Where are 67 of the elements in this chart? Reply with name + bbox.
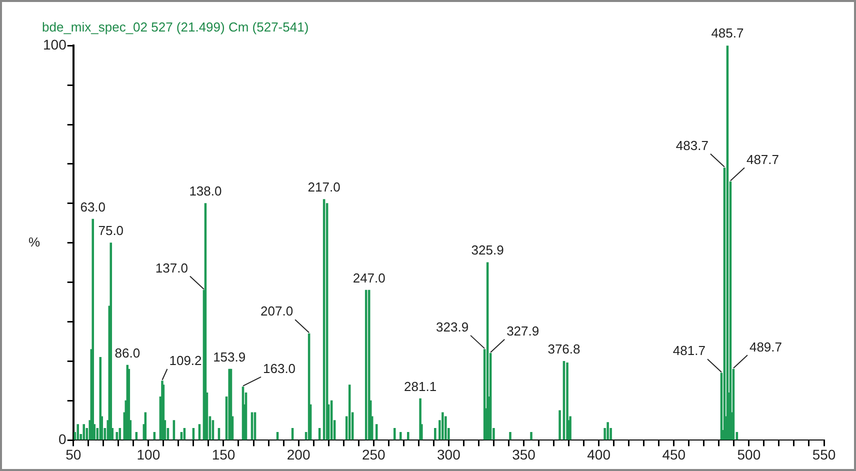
bar: [218, 428, 220, 440]
annotation: 163.0: [263, 361, 296, 376]
annotation: 75.0: [98, 222, 124, 238]
bar: [92, 218, 94, 440]
annotation: 247.0: [352, 270, 386, 286]
annotation: 281.1: [404, 378, 437, 394]
annotation: 483.7: [676, 138, 708, 154]
bar: [212, 420, 214, 440]
bar: [192, 428, 195, 440]
annotation: 138.0: [189, 184, 222, 199]
x-tick-label: 550: [812, 446, 836, 462]
bar: [82, 424, 85, 440]
bar: [153, 432, 156, 440]
annotation: 325.9: [471, 242, 504, 258]
chart-title: bde_mix_spec_02 527 (21.499) Cm (527-541): [42, 19, 309, 34]
bar: [144, 412, 147, 440]
bar: [509, 432, 512, 440]
annotation: 207.0: [260, 304, 294, 319]
bar: [394, 428, 396, 440]
bar: [180, 432, 183, 440]
bar: [318, 428, 321, 440]
bar: [375, 424, 378, 440]
bar: [606, 422, 609, 440]
bar: [116, 432, 118, 440]
annotation: 487.7: [746, 152, 780, 167]
x-tick-label: 100: [136, 446, 160, 462]
x-tick-label: 250: [362, 446, 386, 462]
annotation: 86.0: [114, 345, 140, 360]
x-tick-label: 300: [437, 446, 461, 462]
bar: [558, 410, 561, 440]
bar: [442, 412, 444, 440]
bar: [276, 432, 279, 440]
y-tick-label: 0: [58, 431, 67, 448]
annotation: 327.9: [506, 323, 540, 338]
annotation: 153.9: [213, 349, 246, 364]
x-tick-label: 400: [587, 446, 611, 462]
x-tick-label: 200: [286, 446, 310, 462]
bar: [135, 432, 138, 440]
bar: [566, 362, 568, 440]
annotation: 323.9: [436, 320, 469, 335]
annotation: 137.0: [155, 260, 188, 276]
bar: [530, 432, 532, 440]
annotation: 376.8: [548, 341, 580, 356]
annotation: 481.7: [672, 343, 706, 358]
bar: [76, 424, 79, 440]
bar: [444, 416, 447, 440]
bar: [407, 432, 410, 440]
x-tick-label: 150: [212, 446, 236, 462]
bar: [254, 412, 256, 440]
annotation: 63.0: [80, 199, 106, 214]
annotation: 217.0: [308, 180, 340, 195]
bar: [198, 424, 201, 440]
annotation: 485.7: [711, 26, 744, 41]
bar: [291, 428, 294, 440]
bar: [250, 412, 254, 440]
x-tick-label: 500: [737, 446, 761, 462]
bar: [118, 428, 122, 440]
bar: [434, 428, 436, 440]
bar: [400, 432, 402, 440]
bar: [183, 428, 186, 440]
x-tick-label: 350: [512, 446, 536, 462]
x-tick-label: 450: [662, 446, 686, 462]
y-axis-title: %: [28, 234, 40, 250]
bar: [172, 420, 176, 440]
annotation: 109.2: [169, 353, 202, 368]
x-tick-label: 50: [66, 446, 82, 462]
annotation: 489.7: [749, 339, 782, 354]
